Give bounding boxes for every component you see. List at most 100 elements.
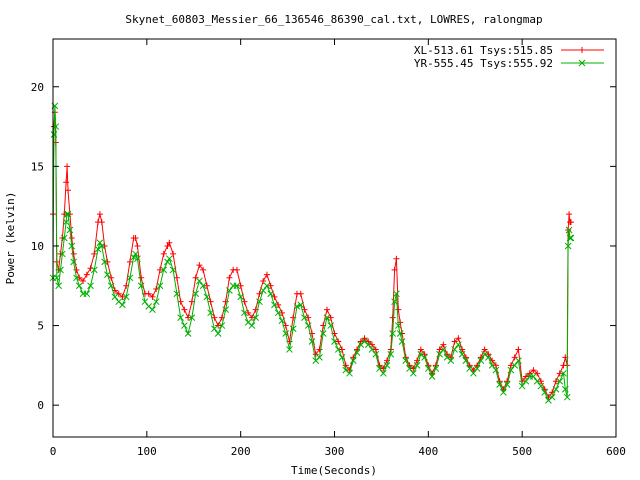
data-point (132, 250, 139, 258)
data-point (199, 282, 207, 290)
data-point (152, 298, 160, 306)
data-point (534, 370, 541, 377)
data-point (327, 322, 335, 329)
data-point (511, 362, 519, 369)
data-point (368, 346, 376, 353)
x-tick-label: 200 (231, 445, 251, 458)
data-point (561, 385, 569, 393)
data-point (149, 306, 156, 313)
data-point (218, 322, 226, 329)
data-point (119, 293, 126, 300)
data-point (75, 282, 83, 290)
data-point (260, 277, 267, 284)
data-point (455, 341, 462, 349)
data-point (233, 266, 240, 273)
data-point (196, 262, 203, 269)
data-point (492, 362, 499, 369)
legend-label: YR-555.45 Tsys:555.92 (414, 57, 553, 70)
data-point (308, 338, 316, 345)
data-point (57, 266, 64, 274)
data-point (436, 346, 443, 353)
data-point (226, 287, 233, 294)
data-point (365, 338, 372, 345)
data-point (126, 274, 134, 282)
data-point (164, 258, 171, 266)
data-point (357, 338, 364, 345)
data-point (165, 255, 173, 263)
data-point (477, 357, 485, 364)
data-point (282, 330, 290, 337)
data-point (447, 357, 455, 364)
data-point (496, 381, 504, 388)
data-point (530, 373, 537, 380)
data-point (166, 239, 173, 246)
y-tick-label: 5 (37, 320, 44, 333)
data-point (76, 274, 83, 281)
data-point (346, 369, 353, 377)
data-point (211, 325, 218, 333)
y-tick-label: 20 (31, 81, 44, 94)
data-point (53, 274, 61, 282)
data-point (96, 211, 103, 218)
data-point (73, 266, 80, 273)
data-point (556, 377, 564, 385)
data-point (424, 365, 432, 372)
data-point (398, 338, 406, 345)
data-point (134, 255, 141, 263)
data-point (278, 317, 286, 325)
data-point (62, 218, 70, 226)
data-point (64, 163, 71, 170)
data-point (256, 290, 263, 297)
data-point (196, 277, 203, 285)
data-point (91, 250, 98, 257)
data-point (245, 309, 252, 316)
data-point (462, 357, 470, 364)
data-point (60, 234, 68, 242)
data-point (137, 282, 145, 290)
x-tick-label: 300 (325, 445, 345, 458)
data-point (335, 338, 342, 345)
data-point (237, 282, 244, 289)
series-2 (49, 102, 575, 404)
data-point (203, 293, 211, 301)
data-point (485, 354, 492, 361)
data-point (149, 293, 156, 300)
data-point (90, 266, 98, 274)
data-point (470, 369, 477, 377)
data-point (305, 314, 312, 321)
data-point (160, 250, 167, 257)
data-point (312, 351, 319, 358)
data-point (263, 282, 271, 290)
data-point (98, 242, 106, 250)
data-point (226, 274, 233, 281)
data-point (68, 242, 76, 250)
legend-label: XL-513.61 Tsys:515.85 (414, 44, 553, 57)
data-point (530, 367, 537, 374)
data-point (278, 309, 285, 316)
data-point (130, 253, 138, 261)
data-point (286, 346, 293, 353)
data-point (267, 282, 274, 289)
y-tick-label: 10 (31, 240, 44, 253)
data-point (101, 258, 108, 266)
data-point (458, 350, 466, 358)
data-point (432, 365, 440, 372)
data-point (455, 335, 462, 342)
data-point (173, 290, 181, 298)
data-point (153, 285, 160, 292)
data-point (552, 378, 559, 385)
data-point (395, 306, 402, 313)
data-point (389, 330, 397, 337)
data-point (83, 271, 90, 278)
data-point (323, 314, 331, 321)
series-line (52, 105, 571, 402)
data-point (52, 123, 60, 130)
data-point (564, 242, 572, 250)
data-point (537, 378, 544, 385)
data-point (327, 314, 334, 321)
data-point (421, 354, 428, 361)
axes-layer: 0 100 200 300 400 500 600 0 5 10 15 20 (31, 39, 626, 458)
data-point (541, 389, 549, 396)
data-point (522, 377, 530, 385)
